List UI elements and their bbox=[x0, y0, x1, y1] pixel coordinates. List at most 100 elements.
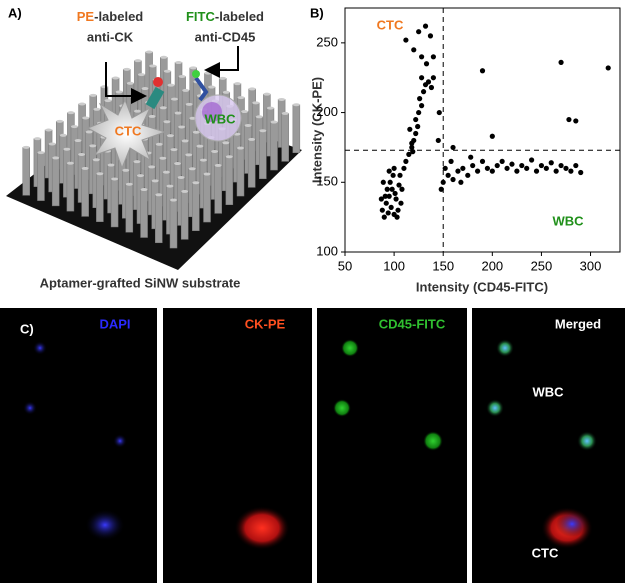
nucleus bbox=[202, 102, 222, 122]
point bbox=[563, 165, 569, 171]
point bbox=[389, 186, 395, 192]
pillar-top bbox=[188, 167, 196, 171]
pillar-top bbox=[126, 81, 134, 85]
point bbox=[455, 168, 461, 174]
cell bbox=[341, 339, 359, 357]
point bbox=[392, 190, 398, 197]
target: anti-CD45 bbox=[195, 29, 256, 44]
pillar bbox=[192, 182, 200, 231]
cell bbox=[33, 341, 47, 355]
pillar-top bbox=[214, 163, 222, 167]
point bbox=[494, 162, 500, 169]
pillar-top bbox=[167, 83, 175, 87]
point bbox=[450, 176, 456, 183]
pillar-top bbox=[259, 129, 267, 133]
pillar-top bbox=[145, 50, 153, 54]
point bbox=[573, 118, 579, 124]
pillar bbox=[110, 178, 119, 228]
pillar-top bbox=[89, 93, 97, 97]
point bbox=[568, 168, 574, 174]
point bbox=[529, 157, 535, 163]
pillar-top bbox=[177, 175, 185, 179]
suffix: -labeled bbox=[94, 9, 143, 24]
point bbox=[391, 165, 397, 171]
pillar-top bbox=[241, 110, 249, 114]
pillar-top bbox=[70, 125, 78, 129]
point bbox=[504, 165, 510, 171]
probe-label: PE-labeled bbox=[77, 9, 144, 24]
point bbox=[419, 75, 425, 81]
pillar-top bbox=[111, 177, 119, 181]
point bbox=[407, 126, 413, 132]
annotation: WBC bbox=[552, 213, 584, 228]
pillar-top bbox=[192, 181, 200, 185]
y-tick-label: 150 bbox=[316, 174, 338, 189]
point bbox=[409, 140, 415, 146]
pillar-top bbox=[74, 139, 82, 143]
cell bbox=[423, 431, 443, 451]
image-panel bbox=[163, 308, 312, 583]
cell-label: WBC bbox=[532, 384, 564, 399]
pillar-top bbox=[89, 144, 97, 148]
cell bbox=[234, 506, 290, 550]
pillar-top bbox=[185, 102, 193, 106]
point bbox=[448, 158, 454, 164]
pillar-top bbox=[122, 168, 130, 172]
pillar-top bbox=[155, 142, 163, 146]
point bbox=[538, 162, 545, 169]
pillar-top bbox=[181, 189, 189, 193]
pillar-top bbox=[134, 59, 142, 63]
point bbox=[425, 79, 432, 85]
pillar bbox=[259, 130, 267, 179]
pillar-top bbox=[166, 184, 174, 188]
pillar bbox=[96, 173, 104, 222]
pillar-top bbox=[125, 182, 133, 186]
x-tick-label: 300 bbox=[580, 258, 602, 273]
x-axis-label: Intensity (CD45-FITC) bbox=[416, 279, 548, 294]
point bbox=[413, 116, 419, 123]
pillar-top bbox=[136, 174, 144, 178]
point bbox=[387, 179, 393, 185]
point bbox=[519, 162, 525, 169]
pillar-top bbox=[237, 96, 245, 100]
pillar-top bbox=[166, 134, 174, 138]
point bbox=[430, 75, 436, 81]
pillar-top bbox=[199, 158, 207, 162]
point bbox=[548, 160, 554, 166]
pillar-top bbox=[170, 198, 178, 202]
pillar-top bbox=[192, 130, 200, 134]
pillar bbox=[270, 121, 278, 171]
pillar-top bbox=[66, 161, 74, 165]
point bbox=[380, 179, 386, 185]
pillar bbox=[236, 147, 245, 197]
point bbox=[379, 207, 385, 213]
point bbox=[395, 207, 401, 213]
pillar-top bbox=[222, 90, 230, 94]
pillar-top bbox=[133, 109, 141, 113]
pillar-top bbox=[208, 85, 216, 89]
x-tick-label: 200 bbox=[481, 258, 503, 273]
pillar-top bbox=[159, 156, 167, 160]
pillar-top bbox=[67, 111, 75, 115]
pillar-top bbox=[93, 107, 101, 111]
fitc-dye bbox=[192, 70, 200, 78]
point bbox=[406, 151, 412, 157]
point bbox=[566, 116, 572, 123]
pillar-top bbox=[81, 166, 89, 170]
pillar-top bbox=[56, 119, 64, 123]
point bbox=[533, 168, 540, 174]
point bbox=[558, 59, 564, 65]
cell bbox=[496, 339, 514, 357]
panel-c: C) DAPI CK-PE CD45-FITC Merged WBC CTC bbox=[0, 308, 625, 583]
point bbox=[465, 172, 471, 178]
plot-frame bbox=[344, 7, 621, 253]
point bbox=[409, 144, 415, 151]
point bbox=[442, 165, 448, 171]
caption: Aptamer-grafted SiNW substrate bbox=[40, 275, 241, 290]
pillar-top bbox=[37, 151, 45, 155]
point bbox=[423, 61, 430, 67]
point bbox=[386, 193, 392, 199]
point bbox=[419, 54, 425, 60]
arrow bbox=[204, 46, 239, 78]
pillar-top bbox=[174, 111, 182, 115]
